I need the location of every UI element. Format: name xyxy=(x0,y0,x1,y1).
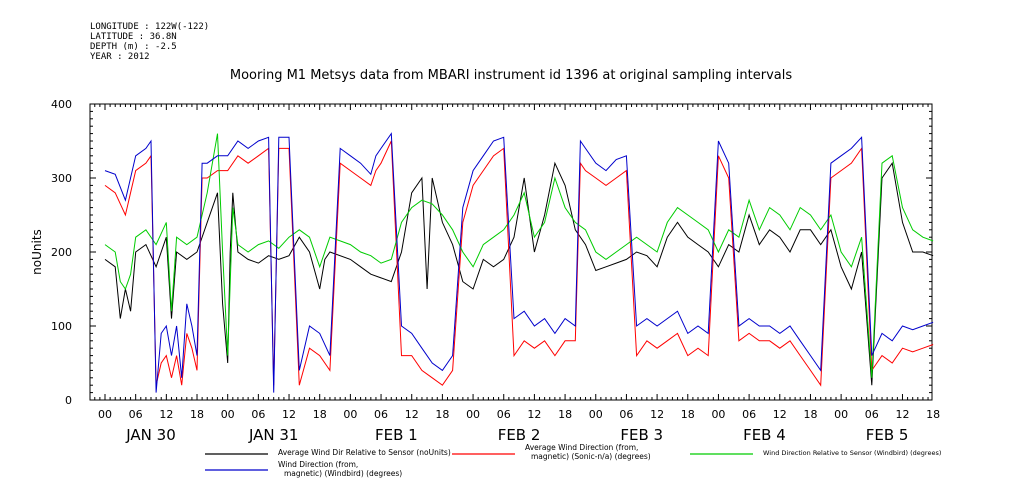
x-day-label: JAN 31 xyxy=(248,426,299,444)
header-year: YEAR : 2012 xyxy=(90,52,150,62)
x-tick-label: 18 xyxy=(926,408,940,421)
x-tick-label: 06 xyxy=(497,408,511,421)
x-tick-label: 06 xyxy=(374,408,388,421)
x-tick-label: 00 xyxy=(343,408,357,421)
series-line-1 xyxy=(104,161,934,386)
header-depth: DEPTH (m) : -2.5 xyxy=(90,42,177,52)
x-tick-label: 00 xyxy=(98,408,112,421)
legend-entry-3: Wind Direction Relative to Sensor (Windb… xyxy=(763,449,941,457)
x-tick-label: 00 xyxy=(711,408,725,421)
legend-entry-1: Average Wind Dir Relative to Sensor (noU… xyxy=(278,448,451,457)
x-tick-label: 00 xyxy=(834,408,848,421)
x-day-label: JAN 30 xyxy=(125,426,176,444)
x-tick-label: 00 xyxy=(221,408,235,421)
legend-entry-4: magnetic) (Windbird) (degrees) xyxy=(284,469,402,478)
x-tick-label: 06 xyxy=(129,408,143,421)
y-tick-label: 0 xyxy=(65,394,72,407)
x-tick-label: 12 xyxy=(159,408,173,421)
x-day-label: FEB 2 xyxy=(498,426,541,444)
header-longitude: LONGITUDE : 122W(-122) xyxy=(90,22,210,32)
x-day-label: FEB 3 xyxy=(620,426,663,444)
x-tick-label: 18 xyxy=(435,408,449,421)
x-tick-label: 18 xyxy=(681,408,695,421)
x-tick-label: 06 xyxy=(742,408,756,421)
x-tick-label: 12 xyxy=(895,408,909,421)
x-tick-label: 12 xyxy=(527,408,541,421)
x-tick-label: 12 xyxy=(405,408,419,421)
legend-entry-2: Average Wind Direction (from, xyxy=(525,443,638,452)
x-tick-label: 18 xyxy=(313,408,327,421)
x-tick-label: 00 xyxy=(466,408,480,421)
x-tick-label: 18 xyxy=(190,408,204,421)
chart-title: Mooring M1 Metsys data from MBARI instru… xyxy=(230,68,792,83)
series-line-3 xyxy=(104,133,934,378)
x-day-label: FEB 1 xyxy=(375,426,418,444)
x-tick-label: 18 xyxy=(558,408,572,421)
legend-entry-4: Wind Direction (from, xyxy=(278,460,358,469)
x-tick-label: 12 xyxy=(650,408,664,421)
header-latitude: LATITUDE : 36.8N xyxy=(90,32,177,42)
x-tick-label: 06 xyxy=(865,408,879,421)
y-axis-label: noUnits xyxy=(30,229,44,275)
x-tick-label: 06 xyxy=(619,408,633,421)
x-day-label: FEB 4 xyxy=(743,426,786,444)
plot-frame xyxy=(89,103,933,401)
x-tick-label: 12 xyxy=(282,408,296,421)
y-tick-label: 100 xyxy=(51,320,72,333)
y-tick-label: 300 xyxy=(51,172,72,185)
x-tick-label: 06 xyxy=(251,408,265,421)
y-tick-label: 400 xyxy=(51,98,72,111)
x-tick-label: 18 xyxy=(803,408,817,421)
x-tick-label: 12 xyxy=(773,408,787,421)
series-line-4 xyxy=(104,132,934,393)
y-tick-label: 200 xyxy=(51,246,72,259)
series-line-2 xyxy=(104,140,934,387)
x-tick-label: 00 xyxy=(589,408,603,421)
legend-entry-2: magnetic) (Sonic-n/a) (degrees) xyxy=(531,452,651,461)
x-day-label: FEB 5 xyxy=(866,426,909,444)
